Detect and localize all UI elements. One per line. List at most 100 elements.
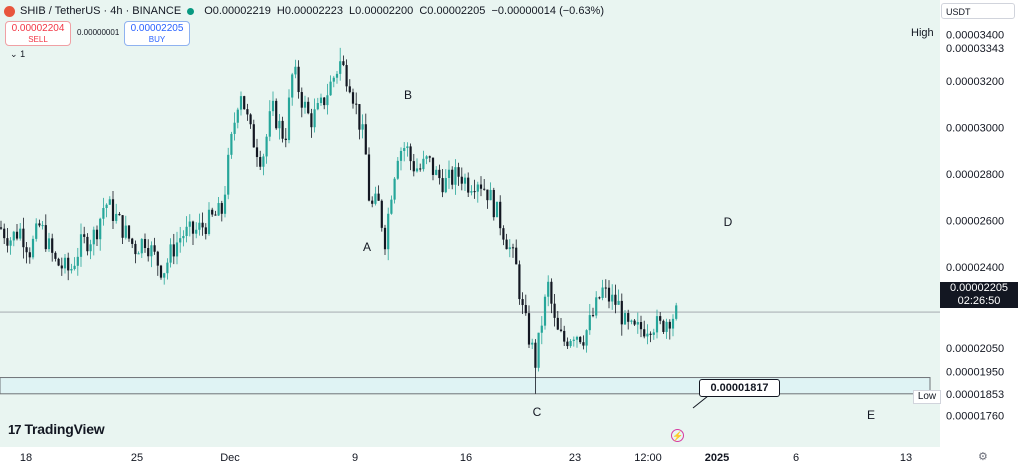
y-tick-label: 0.00003400 xyxy=(946,30,1004,42)
candle-body xyxy=(95,229,99,240)
candle-body xyxy=(182,235,185,239)
price-callout[interactable]: 0.00001817 xyxy=(699,379,780,397)
candle-body xyxy=(595,297,598,316)
y-tick-label: 0.00001760 xyxy=(946,410,1004,422)
buy-label: BUY xyxy=(148,35,166,44)
candle-body xyxy=(367,154,371,201)
candle-body xyxy=(163,273,166,278)
buy-button[interactable]: 0.00002205 BUY xyxy=(124,21,190,46)
candle-body xyxy=(358,104,361,130)
candle-body xyxy=(451,169,454,185)
candle-body xyxy=(326,95,329,106)
candle-body xyxy=(534,342,537,368)
symbol-bar: SHIB / TetherUS · 4h · BINANCE O0.000022… xyxy=(0,4,607,18)
candle-body xyxy=(585,330,588,346)
candle-body xyxy=(348,86,351,93)
settings-icon[interactable]: ⚙ xyxy=(978,451,988,463)
candle-body xyxy=(25,247,28,253)
candle-body xyxy=(403,148,406,151)
candle-body xyxy=(22,228,25,248)
candle-body xyxy=(495,201,499,218)
candle-body xyxy=(41,225,44,227)
candle-body xyxy=(617,300,620,305)
candle-body xyxy=(76,256,79,266)
y-tick-label: 0.00003000 xyxy=(946,122,1004,134)
candle-body xyxy=(51,238,54,253)
upper-zone-box xyxy=(0,377,931,395)
candle-body xyxy=(655,316,659,333)
candle-body xyxy=(393,178,396,200)
candle-body xyxy=(675,305,678,319)
candle-body xyxy=(515,247,518,265)
wave-label-e: E xyxy=(867,408,875,422)
candle-body xyxy=(316,103,319,110)
y-tick-label: 0.00002050 xyxy=(946,343,1004,355)
candle-body xyxy=(220,203,223,214)
candle-body xyxy=(188,221,191,227)
candle-body xyxy=(70,269,73,271)
x-tick-label: 25 xyxy=(131,452,143,464)
candle-body xyxy=(399,150,403,161)
wave-label-c: C xyxy=(533,405,542,419)
candle-body xyxy=(521,299,524,306)
candle-body xyxy=(499,201,502,229)
candle-body xyxy=(249,114,252,125)
candle-body xyxy=(6,238,9,246)
ohlc-open: O0.00002219 xyxy=(204,5,271,17)
candle-body xyxy=(371,200,374,204)
sell-button[interactable]: 0.00002204 SELL xyxy=(5,21,71,46)
candle-body xyxy=(387,213,390,250)
candle-body xyxy=(294,66,297,75)
y-tick-label: 0.00002800 xyxy=(946,169,1004,181)
candle-body xyxy=(627,313,630,322)
x-tick-label: 18 xyxy=(20,452,32,464)
wave-label-a: A xyxy=(363,240,371,254)
candle-body xyxy=(486,189,489,201)
candle-body xyxy=(169,244,172,263)
candle-body xyxy=(297,66,300,93)
candle-body xyxy=(463,177,467,184)
chevron-down-icon: ⌄ xyxy=(10,49,18,59)
candle-body xyxy=(537,332,540,368)
candle-body xyxy=(300,92,303,108)
x-tick-label: 2025 xyxy=(705,452,729,464)
candle-body xyxy=(390,199,393,214)
candle-body xyxy=(460,176,463,184)
candle-body xyxy=(217,203,220,216)
candle-body xyxy=(550,281,553,304)
candle-body xyxy=(425,156,428,159)
candle-body xyxy=(518,264,521,300)
candle-body xyxy=(243,96,246,110)
indicator-toggle[interactable]: ⌄ 1 xyxy=(10,49,25,60)
currency-select[interactable]: USDT xyxy=(941,3,1015,19)
candle-body xyxy=(489,189,492,201)
plot-background xyxy=(0,0,940,447)
tradingview-logo[interactable]: 17 TradingView xyxy=(8,421,105,437)
x-tick-label: 16 xyxy=(460,452,472,464)
candle-body xyxy=(211,209,214,215)
candle-body xyxy=(339,61,342,74)
candle-body xyxy=(236,109,239,123)
candle-body xyxy=(175,242,179,257)
candle-body xyxy=(591,315,595,317)
candle-body xyxy=(303,101,307,108)
lightning-icon[interactable]: ⚡ xyxy=(671,429,684,442)
x-tick-label: 6 xyxy=(793,452,799,464)
current-price-value: 0.00002205 xyxy=(949,282,1009,294)
candle-body xyxy=(441,178,444,193)
candle-body xyxy=(63,257,67,269)
candle-body xyxy=(412,161,415,172)
symbol-title[interactable]: SHIB / TetherUS · 4h · BINANCE xyxy=(20,5,182,17)
candle-body xyxy=(630,320,633,322)
sell-label: SELL xyxy=(28,35,48,44)
candle-body xyxy=(671,318,675,329)
candle-body xyxy=(0,227,3,229)
x-tick-label: 9 xyxy=(352,452,358,464)
candle-body xyxy=(201,222,204,228)
x-tick-label: 23 xyxy=(569,452,581,464)
candle-body xyxy=(620,300,623,325)
candle-body xyxy=(307,101,310,114)
y-tick-label: 0.00001950 xyxy=(946,366,1004,378)
price-scale-background xyxy=(940,0,1024,447)
